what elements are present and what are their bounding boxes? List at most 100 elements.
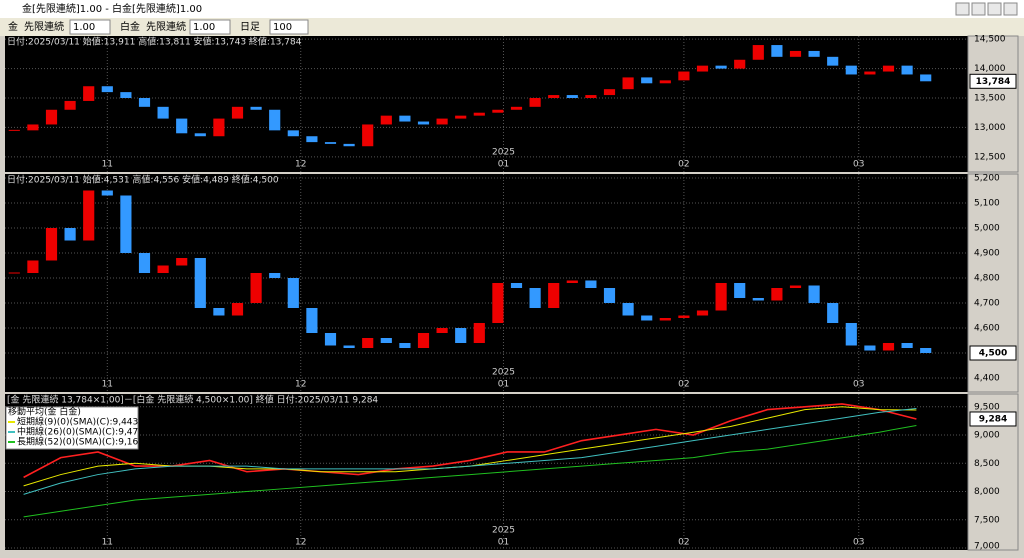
candle [734,283,746,298]
candle [45,109,58,125]
candle [231,106,244,119]
restore-button[interactable] [955,2,970,16]
legend-entry: 中期線(26)(0)(SMA)(C):9,470 [17,426,144,438]
item-label: 白金 [120,20,140,33]
candle [603,288,616,303]
contract-label[interactable]: 先限連続 [146,20,186,33]
last-price: 9,284 [979,414,1007,424]
y-tick-label: 13,500 [974,94,1006,104]
candle [324,333,337,346]
candle [864,71,876,75]
x-tick-label: 02 [678,160,689,170]
candle [901,343,913,348]
line-series [23,407,917,495]
candle [641,315,653,321]
y-tick-label: 5,100 [974,199,1000,209]
candle [715,283,727,311]
chart-panel [5,36,968,172]
title-bar [0,0,1024,18]
candle [678,71,690,81]
count-value: 100 [273,22,292,33]
candle [27,124,39,131]
candle [231,303,244,316]
candle [566,95,578,98]
candle [771,288,783,301]
candle [473,323,485,343]
candle [194,133,206,137]
candle [529,288,541,308]
y-tick-label: 9,500 [974,402,1000,412]
candle [269,109,281,131]
candle [920,348,932,353]
candle [585,95,597,98]
candle [306,308,318,333]
year-label: 2025 [492,526,515,536]
x-tick-label: 11 [102,538,113,548]
candle [696,65,709,72]
candle [120,92,132,98]
candle [380,115,392,125]
candle [399,115,411,122]
maximize-button[interactable] [987,2,1002,16]
candle [27,260,39,273]
candle [548,95,560,98]
chart-panel [5,174,968,392]
candle [882,65,895,72]
y-tick-label: 14,500 [974,35,1006,45]
mult-input[interactable] [69,19,111,35]
mult-input[interactable] [189,19,231,35]
candle [827,303,839,323]
legend-entry: 短期線(9)(0)(SMA)(C):9,443 [17,416,138,428]
candle [808,50,820,57]
y-tick-label: 7,000 [974,542,1000,552]
candle [287,130,299,137]
x-tick-label: 03 [853,380,864,390]
line-series [23,424,917,518]
candle [510,106,523,110]
legend-entry: 長期線(52)(0)(SMA)(C):9,169 [17,436,144,448]
year-label: 2025 [492,368,515,378]
candle [492,283,504,323]
candle [492,109,504,113]
item-label: 金 [8,20,18,33]
y-tick-label: 13,000 [974,123,1006,133]
candle [380,338,392,343]
candle [362,124,374,147]
candle [566,280,578,283]
candle [622,303,634,316]
candle [138,253,151,273]
candle [269,273,281,278]
candle [306,136,318,143]
candle [417,333,430,348]
legend [5,406,139,450]
count-input[interactable] [269,19,309,35]
candle [83,86,95,101]
candle [436,118,448,125]
x-tick-label: 12 [295,160,306,170]
y-tick-label: 4,400 [974,374,1000,384]
minimize-button[interactable] [971,2,986,16]
panel-info: 日付:2025/03/11 始値:13,911 高値:13,811 安値:13,… [7,36,302,48]
y-tick-label: 4,700 [974,299,1000,309]
candle [250,106,262,110]
x-tick-label: 01 [498,538,509,548]
window-title: 金[先限連続]1.00 - 白金[先限連続]1.00 [22,2,202,15]
candle [622,77,634,90]
contract-label[interactable]: 先限連続 [24,20,64,33]
y-tick-label: 8,500 [974,459,1000,469]
x-tick-label: 03 [853,538,864,548]
candle [752,298,764,301]
candle [101,86,113,93]
candle [510,283,523,288]
candle [101,190,113,196]
candle [734,59,746,69]
candle [548,283,560,308]
candle [752,45,764,60]
mult-value: 1.00 [193,22,215,33]
last-price: 13,784 [976,77,1011,87]
x-tick-label: 01 [498,380,509,390]
candle [45,228,58,261]
period-select[interactable]: 日足 [240,21,260,33]
candle [808,285,820,303]
close-button[interactable] [1003,2,1018,16]
